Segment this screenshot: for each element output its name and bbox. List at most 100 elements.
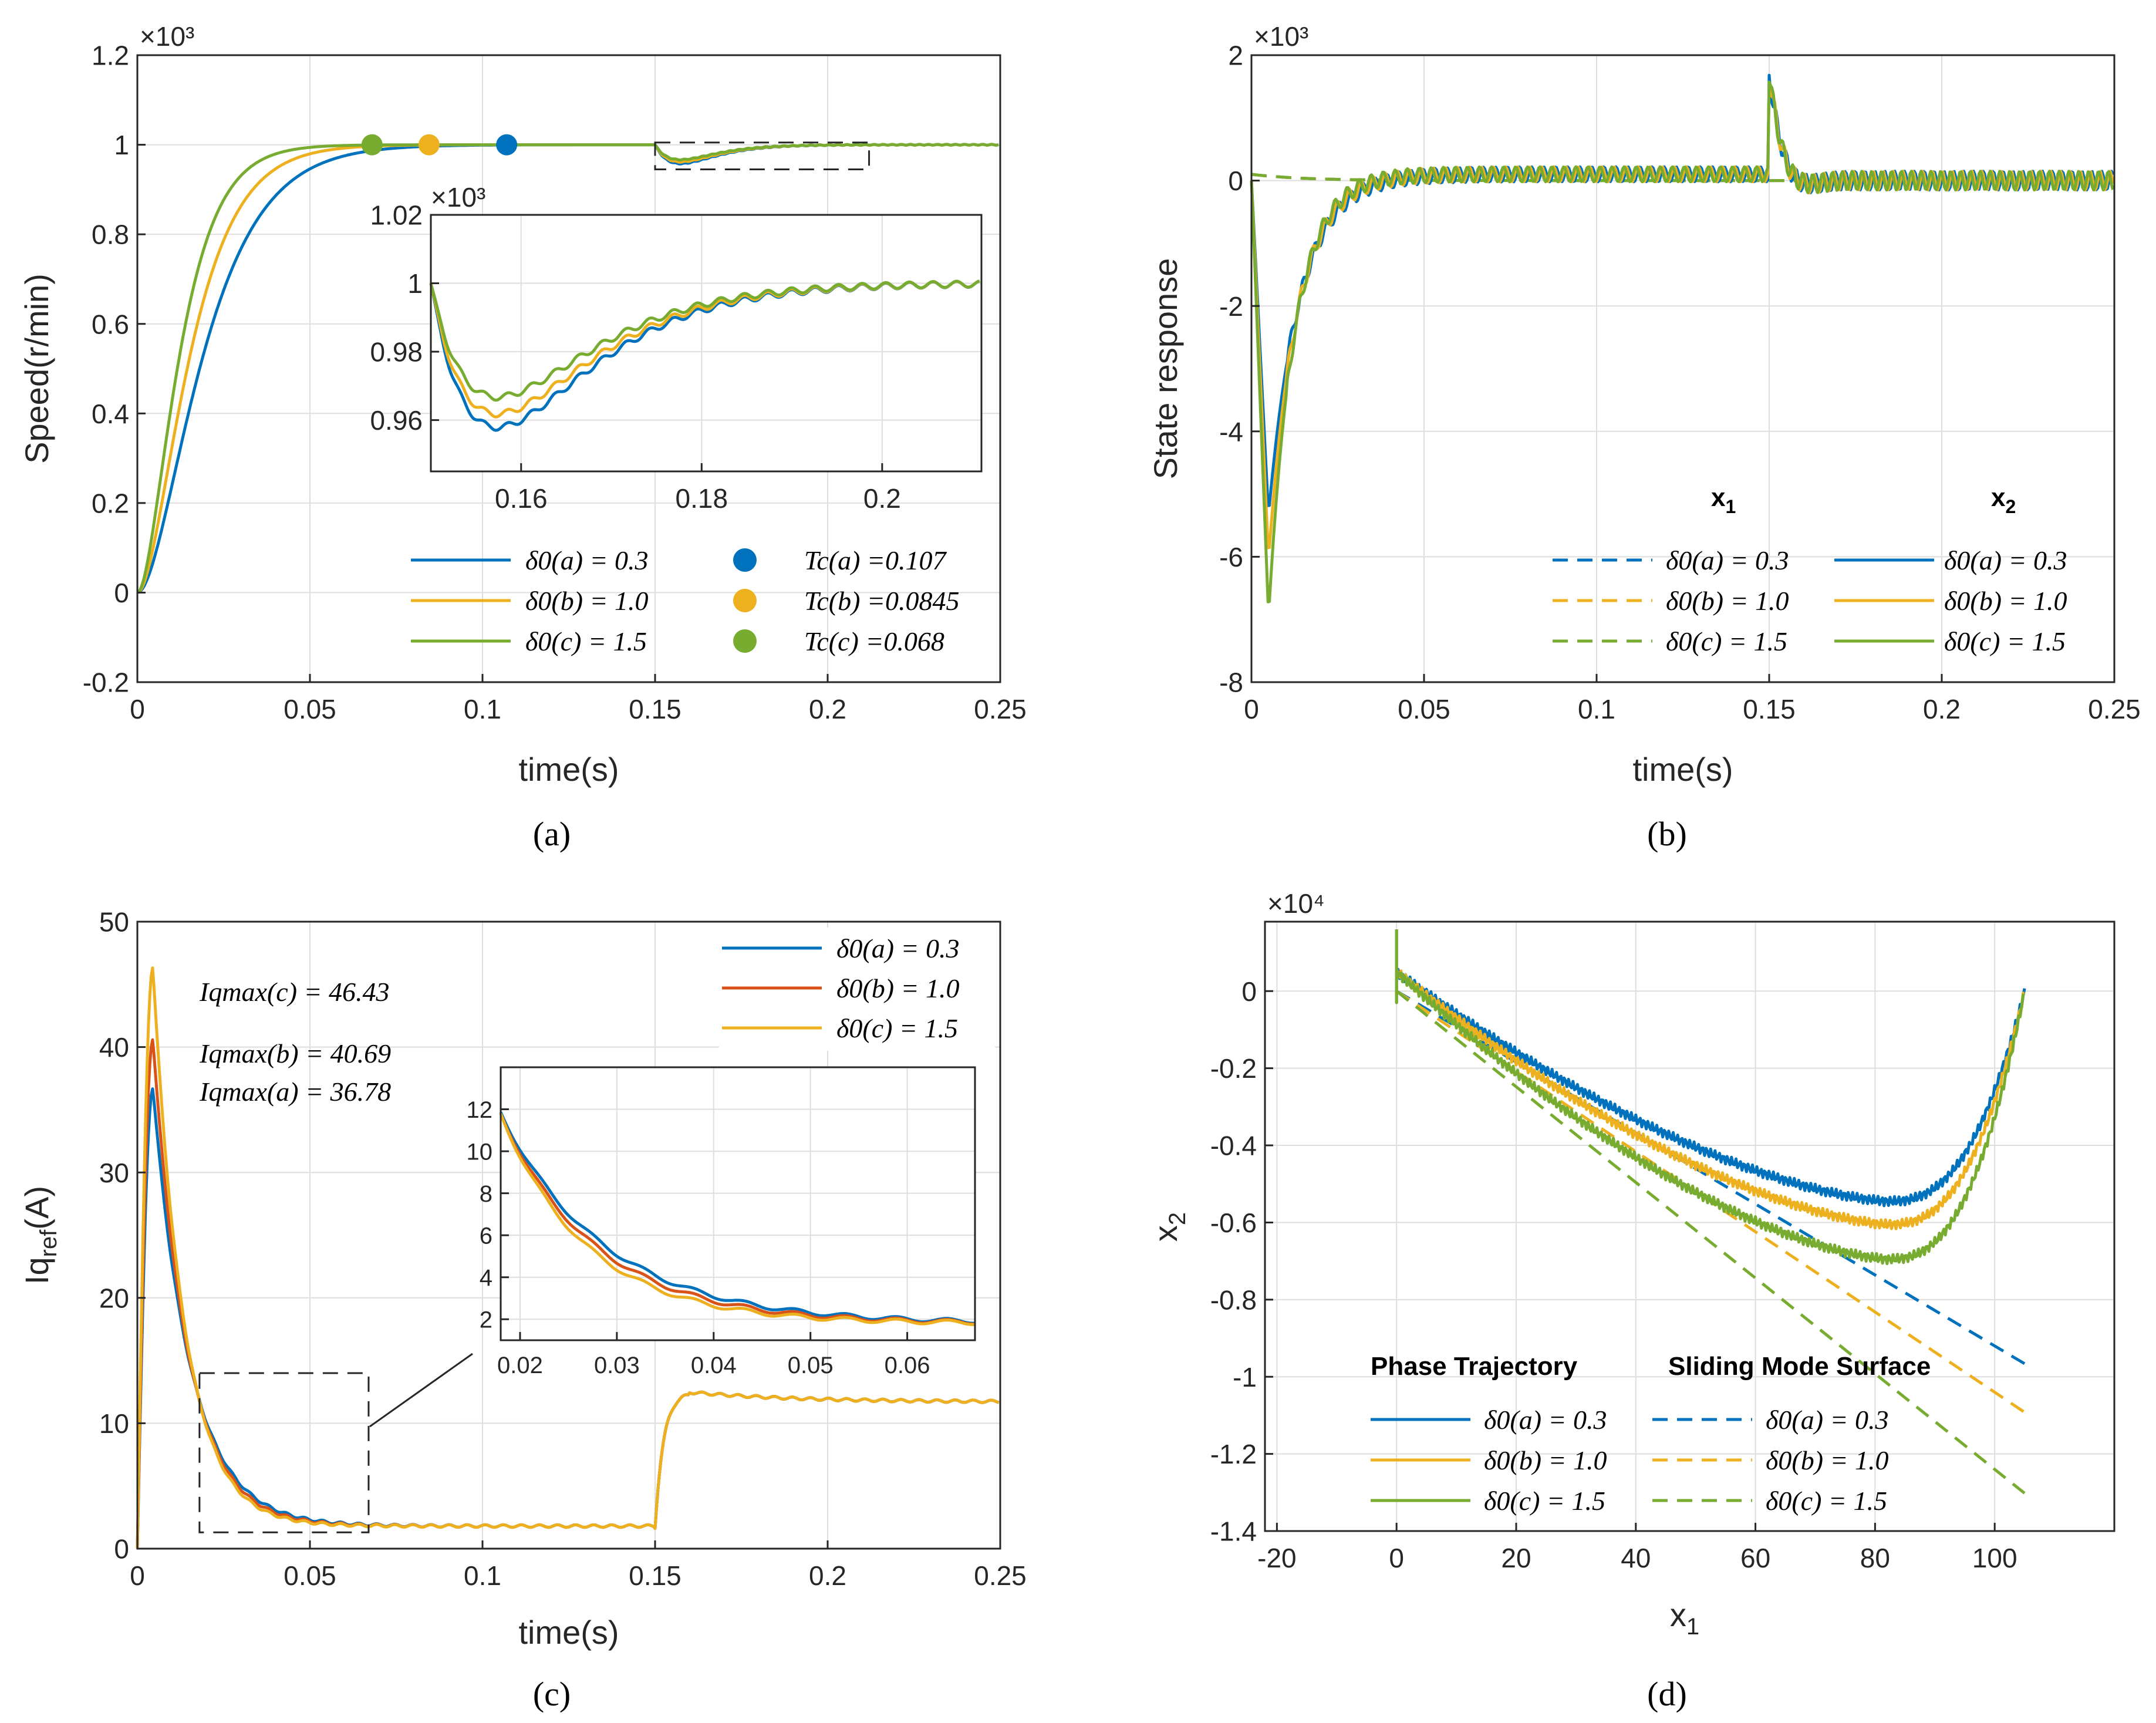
series-lines-c [136,966,1000,1549]
tc-marker-a-0 [496,134,518,156]
c-ytick-3: 30 [99,1158,129,1188]
trajectory-line-d-1 [1395,929,2025,1230]
series-line-b-x2-1 [1250,81,2115,549]
c-inset-xtick-4: 0.06 [885,1353,930,1378]
a-ytick-7: 1.2 [92,41,129,71]
inset-lines-c [499,1111,976,1326]
inset-line-c-2 [499,1112,976,1326]
legend-text-b-x1-0: δ0(a) = 0.3 [1666,545,1789,575]
legend-text-d-traj-1: δ0(b) = 1.0 [1484,1445,1607,1475]
d-ytick-0: -1.4 [1210,1516,1257,1547]
xlabel-b: time(s) [1632,751,1733,788]
d-ytick-2: -1 [1233,1362,1257,1392]
c-ytick-0: 0 [114,1534,129,1564]
a-inset-xtick-2: 0.2 [863,483,901,514]
inset-line-a-2 [429,279,980,402]
a-xtick-4: 0.2 [809,694,846,724]
legend-text-a-1: δ0(b) = 1.0 [525,586,649,616]
legend-text-c-2: δ0(c) = 1.5 [836,1013,958,1043]
a-ytick-1: 0 [114,578,129,608]
legend-text-c-0: δ0(a) = 0.3 [836,933,960,963]
legend-text-d-surf-0: δ0(a) = 0.3 [1766,1405,1889,1435]
axes-frame-d [1264,920,2115,1532]
subplot-label-c: (c) [533,1675,571,1713]
series-lines-b [1250,73,2115,603]
c-xtick-3: 0.15 [629,1560,681,1591]
a-inset-ytick-1: 0.98 [370,337,423,367]
tick-labels-c: 0 0.05 0.1 0.15 0.2 0.25 0 10 20 30 40 50 [99,907,1027,1591]
c-ytick-2: 20 [99,1283,129,1313]
c-inset-xtick-3: 0.05 [788,1353,834,1378]
c-inset-ytick-0: 2 [480,1307,492,1333]
legend-header-d-surface: Sliding Mode Surface [1668,1352,1931,1381]
zoom-connector-c [369,1353,473,1428]
annotation-iqmax-c: Iqmax(c) = 46.43 [199,977,390,1007]
subplot-label-d: (d) [1647,1675,1687,1713]
d-ytick-6: -0.2 [1210,1053,1257,1084]
c-xtick-2: 0.1 [464,1560,501,1591]
legend-text-b-x1-1: δ0(b) = 1.0 [1666,586,1789,616]
inset-dashed-border-a [430,214,983,473]
legend-header-b-x2: x2 [1991,483,2016,517]
exponent-d: ×10⁴ [1267,888,1325,919]
d-xtick-3: 40 [1621,1543,1651,1573]
b-xtick-1: 0.05 [1398,694,1450,724]
legend-header-d-trajectory: Phase Trajectory [1371,1352,1578,1381]
xlabel-a: time(s) [518,751,619,788]
legend-marker-text-a-0: Tc(a) =0.107 [804,545,947,575]
c-inset-xtick-1: 0.03 [594,1353,640,1378]
a-ytick-0: -0.2 [83,667,129,698]
legend-a: δ0(a) = 0.3 δ0(b) = 1.0 δ0(c) = 1.5 Tc(a… [411,545,959,656]
d-xtick-5: 80 [1860,1543,1890,1573]
a-inset-xtick-0: 0.16 [495,483,548,514]
annotation-iqmax-a: Iqmax(a) = 36.78 [199,1077,391,1107]
b-ytick-1: -6 [1219,542,1243,572]
d-xtick-1: 0 [1389,1543,1404,1573]
c-inset-ytick-5: 12 [467,1097,493,1123]
a-xtick-0: 0 [130,694,145,724]
axes-frame-c [136,920,1001,1550]
tick-labels-a: 0 0.05 0.1 0.15 0.2 0.25-0.200.20.40.60.811.2 [83,41,1027,724]
tick-labels-b: 0 0.05 0.1 0.15 0.2 0.25 -8 -6 -4 -2 0 2 [1219,41,2141,724]
legend-c: δ0(a) = 0.3 δ0(b) = 1.0 δ0(c) = 1.5 [719,928,995,1051]
legend-text-b-x2-1: δ0(b) = 1.0 [1944,586,2067,616]
c-ytick-1: 10 [99,1408,129,1439]
trajectory-line-d-2 [1395,929,2026,1266]
b-xtick-0: 0 [1244,694,1259,724]
c-ytick-5: 50 [99,907,129,938]
legend-marker-a-2 [733,629,757,653]
b-ytick-5: 2 [1228,41,1243,71]
c-inset-ytick-3: 8 [480,1181,492,1207]
zoom-box-a [654,141,871,171]
legend-text-d-traj-0: δ0(a) = 0.3 [1484,1405,1607,1435]
a-inset-ytick-3: 1.02 [370,200,423,231]
b-xtick-2: 0.1 [1578,694,1615,724]
c-xtick-0: 0 [130,1560,145,1591]
c-xtick-4: 0.2 [809,1560,846,1591]
exponent-a: ×10³ [140,21,194,52]
tc-marker-a-2 [361,134,383,156]
d-ytick-3: -0.8 [1210,1284,1257,1315]
b-ytick-4: 0 [1228,166,1243,196]
legend-text-b-x1-2: δ0(c) = 1.5 [1666,626,1787,656]
c-xtick-5: 0.25 [974,1560,1027,1591]
d-xtick-2: 20 [1501,1543,1531,1573]
exponent-b: ×10³ [1254,21,1308,52]
legend-text-b-x2-2: δ0(c) = 1.5 [1944,626,2066,656]
surface-line-d-2 [1395,990,2026,1495]
ylabel-b: State response [1147,258,1184,480]
d-xtick-4: 60 [1740,1543,1770,1573]
inset-tick-labels-c: 0.02 0.03 0.04 0.05 0.06 2 4 6 8 10 12 [467,1097,930,1378]
legend-text-d-surf-2: δ0(c) = 1.5 [1766,1486,1887,1516]
series-line-b-x2-2 [1250,80,2115,603]
a-ytick-6: 1 [114,130,129,160]
subplot-label-a: (a) [533,815,571,853]
d-ytick-4: -0.6 [1210,1208,1257,1238]
annotation-iqmax-b: Iqmax(b) = 40.69 [199,1038,391,1068]
panel-a: 0 0.05 0.1 0.15 0.2 0.25-0.200.20.40.60.811.2… [18,21,1027,853]
legend-text-c-1: δ0(b) = 1.0 [836,973,960,1003]
a-ytick-5: 0.8 [92,220,129,250]
a-inset-ytick-2: 1 [407,268,423,299]
legend-header-b-x1: x1 [1711,483,1736,517]
